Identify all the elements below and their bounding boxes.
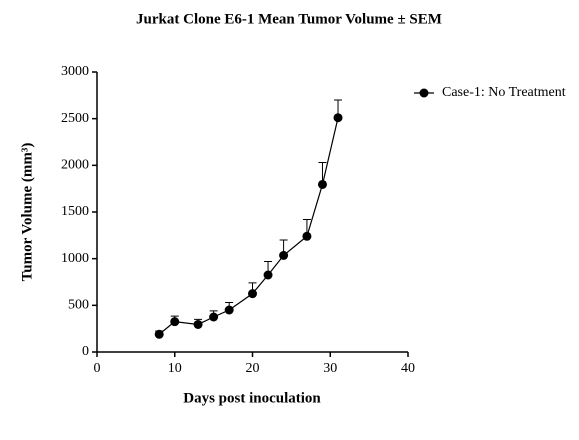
x-tick-label: 0 bbox=[94, 361, 101, 376]
data-point bbox=[209, 312, 219, 322]
y-tick-label: 500 bbox=[68, 298, 89, 313]
x-tick-label: 30 bbox=[323, 361, 337, 376]
y-tick-label: 2000 bbox=[61, 158, 89, 173]
y-tick-label: 1000 bbox=[61, 251, 89, 266]
data-point bbox=[224, 305, 234, 315]
x-tick-label: 40 bbox=[401, 361, 415, 376]
data-point bbox=[154, 329, 164, 339]
chart-title: Jurkat Clone E6-1 Mean Tumor Volume ± SE… bbox=[136, 11, 442, 27]
series-line bbox=[158, 117, 339, 335]
data-point bbox=[248, 289, 257, 299]
x-tick-label: 10 bbox=[168, 361, 182, 376]
data-point bbox=[333, 113, 343, 123]
y-tick-label: 3000 bbox=[61, 64, 89, 79]
data-point bbox=[263, 270, 273, 280]
x-axis-label: Days post inoculation bbox=[183, 390, 321, 406]
legend-marker bbox=[419, 88, 429, 98]
y-tick-label: 2500 bbox=[61, 111, 89, 126]
y-tick-label: 1500 bbox=[61, 204, 89, 219]
data-point bbox=[317, 179, 327, 189]
legend-label: Case-1: No Treatment bbox=[442, 85, 566, 100]
data-point bbox=[302, 231, 312, 241]
data-point bbox=[279, 250, 289, 260]
y-axis-label: Tumor Volume (mm³) bbox=[19, 143, 35, 282]
y-tick-label: 0 bbox=[82, 344, 89, 359]
data-point bbox=[193, 319, 203, 329]
x-tick-label: 20 bbox=[246, 361, 260, 376]
data-point bbox=[170, 317, 180, 327]
